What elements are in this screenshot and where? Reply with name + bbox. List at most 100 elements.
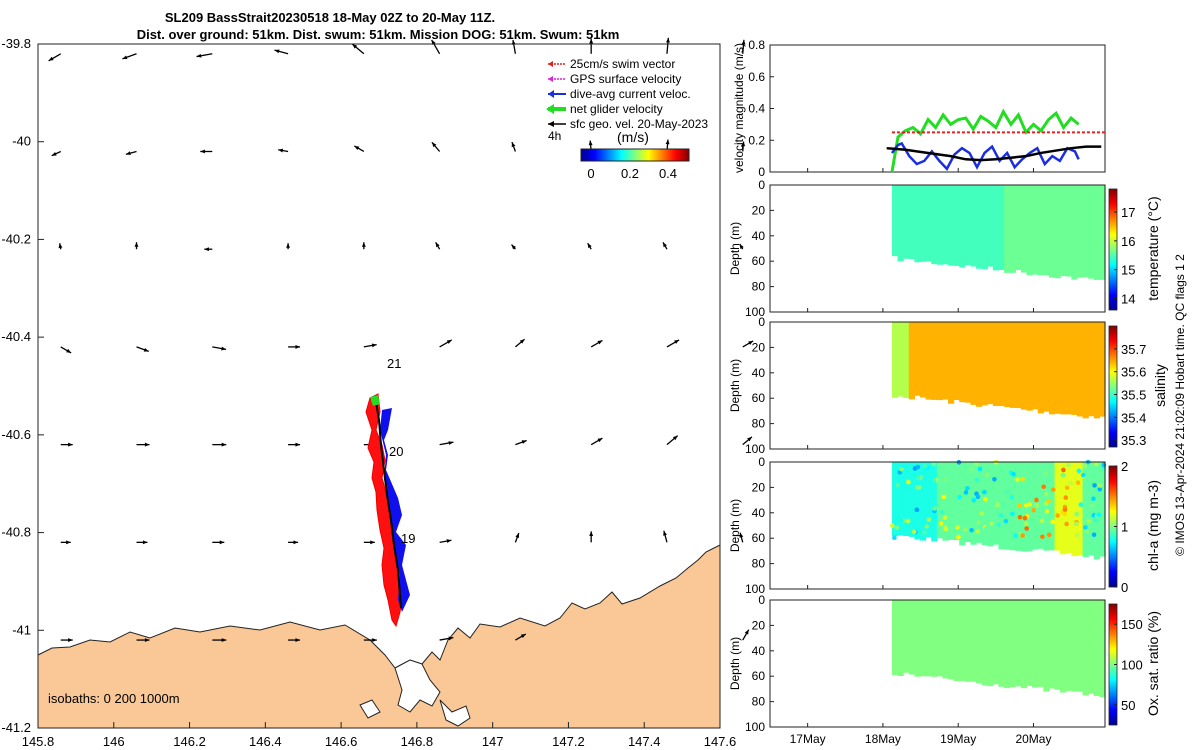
- chla-sample: [1013, 533, 1018, 539]
- depth-tick-label: 0: [758, 315, 765, 329]
- chla-sample: [984, 472, 990, 477]
- profile-cell: [987, 600, 994, 687]
- chla-sample: [932, 514, 938, 520]
- chla-sample: [926, 517, 932, 522]
- current-vector-head: [519, 339, 525, 344]
- title-line-2: Dist. over ground: 51km. Dist. swum: 51k…: [137, 27, 620, 42]
- profile-cell: [891, 600, 899, 676]
- velocity-ytick-label: 0.2: [748, 133, 765, 147]
- profile-cell: [987, 185, 994, 267]
- profile-cell: [914, 600, 921, 677]
- chla-sample: [899, 466, 904, 472]
- chla-sample: [1064, 521, 1069, 527]
- profile-cell: [1037, 322, 1044, 414]
- map-xtick-label: 147.4: [628, 734, 661, 749]
- chla-sample: [931, 461, 936, 467]
- profile-cell: [953, 322, 960, 401]
- current-vector-head: [295, 344, 301, 349]
- chla-sample: [1093, 501, 1098, 507]
- chla-sample: [992, 476, 997, 482]
- profile-cell: [1015, 322, 1022, 409]
- profile-cell: [1099, 322, 1106, 417]
- profile-cell: [919, 185, 927, 262]
- legend-label-gps: GPS surface velocity: [570, 72, 681, 86]
- current-vector-head: [589, 38, 594, 44]
- current-vector-field: [48, 37, 754, 643]
- current-vector-head: [672, 435, 678, 441]
- profile-cell: [936, 462, 944, 539]
- legend-label-geo: sfc geo. vel. 20-May-2023: [570, 117, 708, 131]
- profile-cell: [1071, 600, 1078, 692]
- current-vector-head: [666, 37, 670, 43]
- profile-cell: [976, 185, 983, 269]
- velocity-ytick-label: 0.8: [748, 38, 765, 52]
- profile-cell: [981, 185, 988, 270]
- colorbar-tick-2: 0.4: [659, 166, 677, 181]
- chla-sample: [1041, 484, 1046, 490]
- colorbar-salinity: [1108, 325, 1118, 448]
- profile-frame: [769, 321, 1106, 450]
- legend-label-swim: 25cm/s swim vector: [570, 57, 675, 71]
- chla-sample: [1039, 518, 1045, 524]
- profile-cell: [919, 600, 927, 677]
- current-vector-head: [354, 145, 360, 150]
- current-vector-head: [741, 141, 746, 147]
- chla-sample: [1025, 529, 1030, 535]
- profile-cell: [1093, 185, 1100, 280]
- profile-cell: [1048, 600, 1056, 689]
- profile-cell: [987, 462, 994, 547]
- current-vector-head: [370, 540, 375, 545]
- chla-sample: [974, 477, 980, 483]
- chla-sample: [984, 526, 989, 531]
- profile-cell: [1060, 185, 1067, 277]
- profile-cell: [1054, 600, 1061, 690]
- current-vector-head: [278, 148, 284, 153]
- velocity-ylabel: velocity magnitude (m/s): [732, 43, 746, 173]
- profile-cell: [908, 600, 915, 675]
- depth-tick-label: 20: [752, 618, 766, 632]
- current-vector-head: [66, 540, 71, 545]
- profile-cell: [1048, 462, 1056, 551]
- chla-sample: [1062, 507, 1068, 513]
- current-vector-head: [204, 247, 209, 252]
- map-xtick-label: 146.2: [173, 734, 206, 749]
- chla-sample: [938, 521, 944, 526]
- colorbar-temperature: [1108, 188, 1118, 311]
- current-vector-head: [435, 242, 440, 248]
- current-vector-head: [744, 629, 749, 635]
- chla-sample: [1078, 524, 1083, 529]
- chla-sample: [996, 522, 1001, 528]
- profile-cell: [925, 185, 932, 262]
- current-vector-head: [597, 438, 603, 443]
- legend-arrow-net: [546, 104, 554, 114]
- profile-cell: [1015, 185, 1022, 270]
- map-ytick-label: -40.4: [1, 329, 31, 344]
- current-vector-head: [372, 638, 377, 643]
- depth-tick-label: 20: [752, 480, 766, 494]
- current-vector-head: [200, 149, 205, 154]
- profile-cell: [903, 322, 910, 399]
- profile-cell: [1082, 600, 1089, 696]
- current-vector-head: [196, 53, 202, 58]
- chla-sample: [1010, 511, 1015, 517]
- current-vector-head: [221, 638, 227, 643]
- chla-sample: [965, 485, 970, 491]
- profile-cell: [970, 322, 977, 405]
- profile-cell: [1088, 322, 1095, 417]
- profile-cell: [897, 322, 904, 397]
- colorbar-label-temperature: temperature (°C): [1145, 196, 1161, 300]
- colorbar-label-salinity: salinity: [1152, 364, 1168, 407]
- chla-sample: [924, 524, 929, 529]
- map-xtick-label: 147.6: [704, 734, 737, 749]
- current-vector-head: [589, 531, 594, 536]
- profile-cell: [897, 600, 904, 676]
- chla-sample: [939, 509, 945, 515]
- profile-cell: [998, 322, 1005, 406]
- profile-cell: [1082, 462, 1089, 558]
- chla-sample: [1020, 476, 1025, 482]
- depth-tick-label: 60: [752, 391, 766, 405]
- chla-sample: [1064, 485, 1070, 491]
- profile-cell: [1026, 462, 1033, 552]
- profile-cell: [998, 600, 1005, 687]
- day-label-19: 19: [401, 531, 415, 546]
